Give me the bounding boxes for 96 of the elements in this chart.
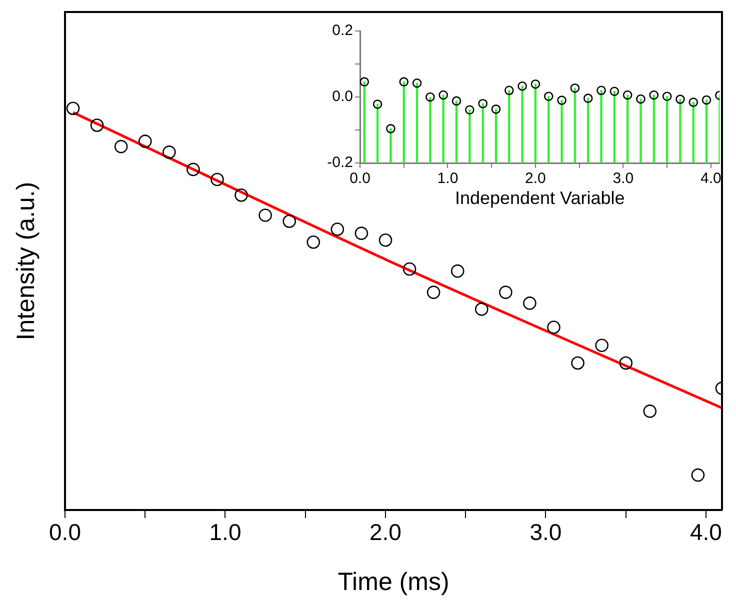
x-axis-title: Independent Variable	[454, 188, 625, 208]
point	[691, 468, 705, 482]
point	[162, 146, 176, 159]
y-axis-title: Intensity (a.u.)	[12, 182, 40, 340]
point	[676, 94, 685, 104]
x-tick-label: 2.0	[369, 519, 402, 546]
point	[402, 262, 416, 276]
bar	[376, 104, 379, 163]
x-axis-title: Time (ms)	[338, 568, 450, 596]
x-tick-label: 4.0	[690, 519, 722, 546]
point	[66, 102, 80, 116]
bar	[521, 86, 524, 163]
y-tick-label: 0.2	[332, 22, 353, 40]
x-tick-label: 3.0	[530, 519, 562, 546]
bar	[640, 98, 642, 163]
bar	[587, 98, 590, 163]
point	[452, 96, 462, 106]
x-tick-label: 2.0	[525, 170, 546, 188]
bar	[679, 98, 682, 163]
point	[399, 77, 409, 86]
point	[491, 104, 501, 114]
bar	[600, 90, 602, 163]
x-tick-label: 3.0	[612, 170, 634, 188]
y-tick-label: 0.0	[332, 88, 353, 106]
bar	[429, 97, 432, 163]
bar	[482, 103, 484, 163]
point	[186, 162, 200, 176]
bar	[455, 100, 458, 163]
point	[426, 92, 435, 102]
bar	[416, 82, 418, 163]
bar	[626, 94, 629, 163]
point	[360, 77, 370, 86]
point	[571, 356, 584, 370]
x-tick-label: 0.0	[49, 519, 81, 546]
point	[478, 98, 488, 108]
point	[306, 235, 320, 249]
point	[258, 208, 272, 222]
point	[583, 94, 593, 103]
point	[138, 134, 152, 148]
bar	[508, 90, 510, 163]
point	[412, 78, 422, 88]
point	[90, 118, 104, 132]
bar	[468, 110, 471, 163]
point	[523, 296, 536, 310]
x-tick-label: 4.0	[700, 170, 722, 188]
point	[702, 95, 712, 105]
bar	[692, 102, 694, 163]
point	[372, 100, 382, 109]
point	[474, 302, 488, 316]
bar	[390, 128, 392, 163]
bar	[534, 84, 537, 163]
point	[544, 92, 554, 101]
y-tick-label: -0.2	[327, 154, 353, 172]
point	[465, 105, 474, 115]
point	[688, 98, 698, 107]
point	[570, 83, 580, 93]
point	[596, 86, 606, 96]
point	[450, 264, 464, 278]
bar	[560, 100, 563, 163]
point	[643, 404, 657, 418]
point	[504, 86, 514, 96]
point	[610, 86, 620, 96]
bar	[548, 96, 550, 163]
point	[649, 90, 659, 100]
point	[378, 233, 392, 247]
bar	[652, 94, 655, 163]
bar	[442, 94, 444, 163]
point	[622, 90, 632, 100]
point	[386, 124, 396, 134]
x-tick-label: 1.0	[209, 519, 242, 546]
bar	[705, 100, 708, 163]
point	[426, 286, 440, 299]
point	[282, 214, 296, 228]
point	[234, 188, 248, 202]
point	[547, 320, 560, 334]
bar	[666, 96, 668, 163]
bar	[574, 88, 576, 163]
point	[499, 286, 512, 299]
point	[557, 96, 566, 105]
x-tick-label: 0.0	[350, 170, 370, 188]
point	[636, 94, 646, 104]
x-tick-label: 1.0	[437, 170, 458, 188]
point	[114, 140, 128, 154]
point	[210, 172, 224, 186]
point	[518, 81, 527, 91]
bar	[402, 81, 405, 163]
bar	[363, 81, 366, 163]
point	[530, 79, 540, 89]
bar	[494, 108, 498, 163]
point	[595, 338, 608, 352]
point	[662, 92, 672, 101]
point	[354, 226, 368, 240]
point	[619, 356, 633, 370]
point	[438, 90, 448, 100]
bar	[613, 91, 616, 163]
point	[330, 222, 344, 236]
